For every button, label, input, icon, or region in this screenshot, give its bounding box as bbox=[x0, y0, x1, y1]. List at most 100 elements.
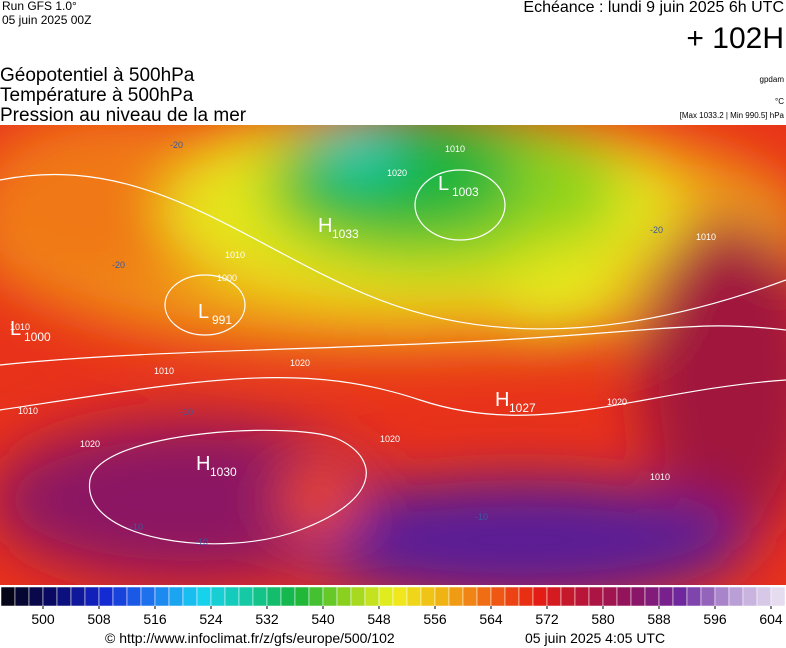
colorbar-label: 540 bbox=[311, 611, 335, 627]
pressure-center-value: 1003 bbox=[452, 185, 479, 199]
colorbar-swatch bbox=[84, 586, 100, 607]
isobar-label: 1010 bbox=[154, 366, 174, 376]
colorbar-swatch bbox=[602, 586, 618, 607]
colorbar-swatch bbox=[28, 586, 44, 607]
title: Température à 500hPa bbox=[0, 85, 194, 106]
colorbar-swatch bbox=[644, 586, 660, 607]
colorbar-swatch bbox=[490, 586, 506, 607]
colorbar-swatch bbox=[518, 586, 534, 607]
valid: Echéance : lundi 9 juin 2025 6h UTC bbox=[523, 0, 784, 16]
colorbar-swatch bbox=[574, 586, 590, 607]
colorbar-swatch bbox=[770, 586, 786, 607]
colorbar-swatch bbox=[476, 586, 492, 607]
pressure-center-value: 1027 bbox=[509, 401, 536, 415]
colorbar-swatch bbox=[560, 586, 576, 607]
colorbar-swatch bbox=[588, 586, 604, 607]
colorbar-swatch bbox=[182, 586, 198, 607]
isobar-label: 1020 bbox=[387, 168, 407, 178]
isobar-label: 1020 bbox=[80, 439, 100, 449]
colorbar-swatch bbox=[0, 586, 16, 607]
colorbar-swatch bbox=[252, 586, 268, 607]
colorbar-label: 588 bbox=[647, 611, 671, 627]
isobar-label: 1010 bbox=[650, 472, 670, 482]
footer-date: 05 juin 2025 4:05 UTC bbox=[525, 630, 665, 646]
unit: °C bbox=[775, 97, 784, 106]
colorbar-label: 564 bbox=[479, 611, 503, 627]
colorbar-swatch bbox=[308, 586, 324, 607]
colorbar-swatch bbox=[630, 586, 646, 607]
isobar-label: 1010 bbox=[18, 406, 38, 416]
colorbar-swatch bbox=[140, 586, 156, 607]
pressure-center-letter: L bbox=[198, 301, 209, 323]
isobar-label: 1010 bbox=[445, 144, 465, 154]
pressure-center-value: 1030 bbox=[210, 465, 237, 479]
colorbar-swatch bbox=[322, 586, 338, 607]
colorbar-swatch bbox=[42, 586, 58, 607]
temperature-label: -10 bbox=[130, 522, 143, 532]
colorbar-label: 548 bbox=[367, 611, 391, 627]
colorbar-swatch bbox=[336, 586, 352, 607]
colorbar-swatch bbox=[420, 586, 436, 607]
colorbar-swatch bbox=[364, 586, 380, 607]
isobar-label: 1020 bbox=[290, 358, 310, 368]
colorbar-swatch bbox=[756, 586, 772, 607]
temperature-label: -10 bbox=[180, 407, 193, 417]
isobar-label: 1010 bbox=[10, 322, 30, 332]
colorbar-swatch bbox=[56, 586, 72, 607]
map bbox=[0, 125, 786, 585]
colorbar-swatch bbox=[294, 586, 310, 607]
colorbar-label: 572 bbox=[535, 611, 559, 627]
colorbar-swatch bbox=[714, 586, 730, 607]
colorbar-label: 532 bbox=[255, 611, 279, 627]
pressure-center-letter: L bbox=[10, 318, 21, 340]
pressure-center-value: 991 bbox=[212, 313, 232, 327]
colorbar-swatch bbox=[532, 586, 548, 607]
pressure-center-letter: H bbox=[495, 389, 509, 411]
pressure-center-letter: H bbox=[196, 453, 210, 475]
colorbar-label: 524 bbox=[199, 611, 223, 627]
colorbar-swatch bbox=[70, 586, 86, 607]
isobar-label: 1010 bbox=[225, 250, 245, 260]
unit: gpdam bbox=[760, 75, 785, 84]
colorbar-swatch bbox=[14, 586, 30, 607]
temperature-label: -20 bbox=[112, 260, 125, 270]
temperature-label: -20 bbox=[650, 225, 663, 235]
colorbar-swatch bbox=[448, 586, 464, 607]
colorbar-swatch bbox=[280, 586, 296, 607]
colorbar-swatch bbox=[700, 586, 716, 607]
pressure-center-value: 1033 bbox=[332, 227, 359, 241]
temperature-label: -20 bbox=[170, 140, 183, 150]
colorbar-swatch bbox=[154, 586, 170, 607]
colorbar-swatch bbox=[112, 586, 128, 607]
pressure-center-letter: H bbox=[318, 215, 332, 237]
colorbar-swatch bbox=[462, 586, 478, 607]
isobar-label: 1010 bbox=[696, 232, 716, 242]
colorbar-swatch bbox=[196, 586, 212, 607]
temperature-label: -10 bbox=[195, 537, 208, 547]
colorbar-swatch bbox=[546, 586, 562, 607]
colorbar-swatch bbox=[742, 586, 758, 607]
colorbar-swatch bbox=[434, 586, 450, 607]
pressure-center-value: 1000 bbox=[24, 330, 51, 344]
isobar-label: 1020 bbox=[380, 434, 400, 444]
colorbar-swatch bbox=[350, 586, 366, 607]
colorbar-swatch bbox=[210, 586, 226, 607]
colorbar-label: 500 bbox=[31, 611, 55, 627]
colorbar-swatch bbox=[224, 586, 240, 607]
colorbar-swatch bbox=[98, 586, 114, 607]
colorbar-swatch bbox=[672, 586, 688, 607]
colorbar-swatch bbox=[392, 586, 408, 607]
colorbar: 500 508 516 524 532 540 548 556 564 572 580 588 596 6… bbox=[0, 586, 786, 627]
isobar-label: 1020 bbox=[607, 397, 627, 407]
colorbar-label: 580 bbox=[591, 611, 615, 627]
lead: + 102H bbox=[686, 22, 784, 55]
colorbar-swatch bbox=[378, 586, 394, 607]
temperature-label: -10 bbox=[475, 512, 488, 522]
colorbar-label: 508 bbox=[87, 611, 111, 627]
run: Run GFS 1.0° bbox=[2, 0, 77, 13]
colorbar-label: 596 bbox=[703, 611, 727, 627]
colorbar-swatch bbox=[616, 586, 632, 607]
colorbar-swatch bbox=[728, 586, 744, 607]
run-date: 05 juin 2025 00Z bbox=[2, 13, 91, 27]
title: Pression au niveau de la mer bbox=[0, 105, 247, 126]
